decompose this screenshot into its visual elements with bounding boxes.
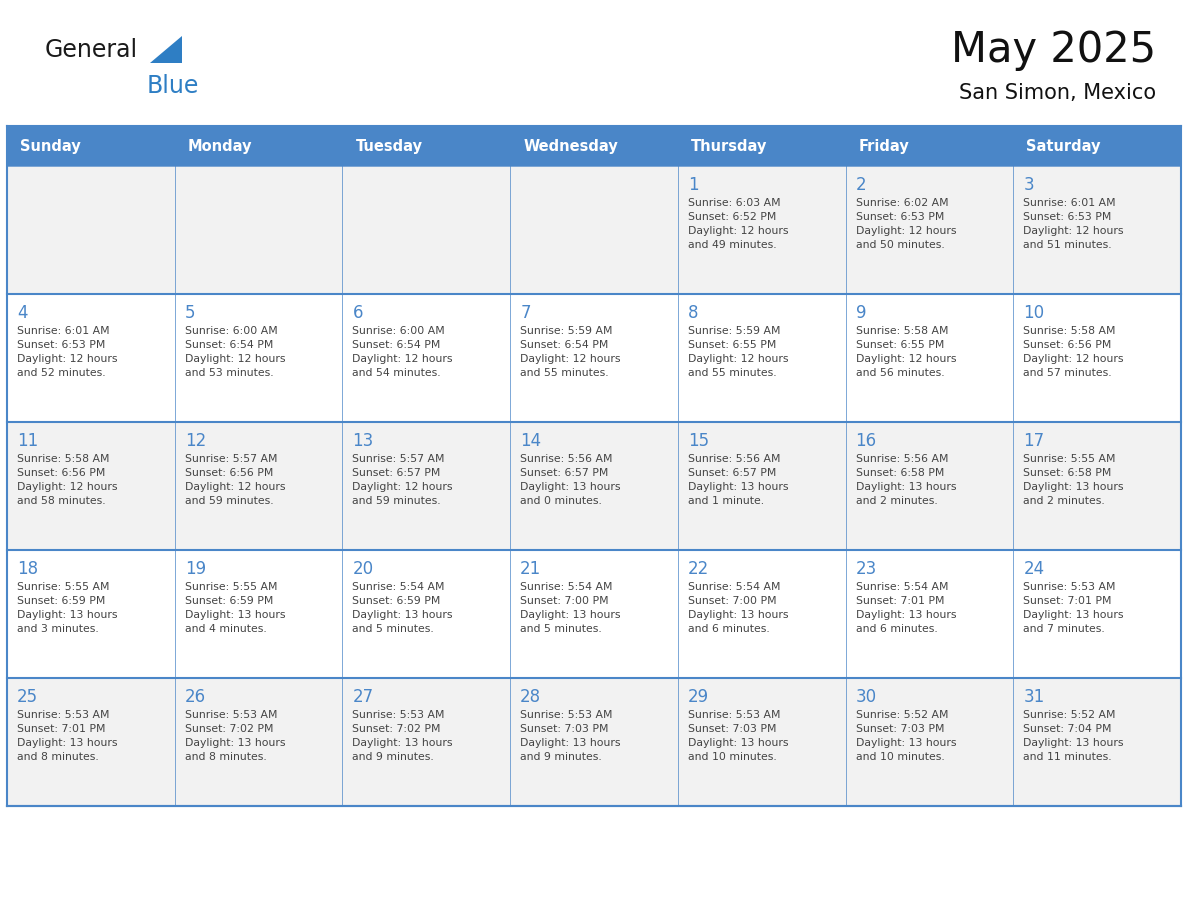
Text: Sunday: Sunday	[20, 139, 81, 153]
Text: 29: 29	[688, 688, 709, 706]
Text: 3: 3	[1023, 176, 1034, 194]
Text: 14: 14	[520, 432, 542, 450]
Text: Saturday: Saturday	[1026, 139, 1101, 153]
Text: 4: 4	[17, 304, 27, 322]
Text: Blue: Blue	[147, 74, 200, 98]
Bar	[7, 422, 1181, 550]
Text: Sunrise: 5:59 AM
Sunset: 6:54 PM
Daylight: 12 hours
and 55 minutes.: Sunrise: 5:59 AM Sunset: 6:54 PM Dayligh…	[520, 326, 620, 378]
Text: Sunrise: 5:53 AM
Sunset: 7:03 PM
Daylight: 13 hours
and 10 minutes.: Sunrise: 5:53 AM Sunset: 7:03 PM Dayligh…	[688, 710, 789, 762]
Text: Sunrise: 5:55 AM
Sunset: 6:59 PM
Daylight: 13 hours
and 4 minutes.: Sunrise: 5:55 AM Sunset: 6:59 PM Dayligh…	[184, 582, 285, 634]
Text: Sunrise: 5:53 AM
Sunset: 7:02 PM
Daylight: 13 hours
and 8 minutes.: Sunrise: 5:53 AM Sunset: 7:02 PM Dayligh…	[184, 710, 285, 762]
Text: 10: 10	[1023, 304, 1044, 322]
Text: Sunrise: 5:53 AM
Sunset: 7:01 PM
Daylight: 13 hours
and 7 minutes.: Sunrise: 5:53 AM Sunset: 7:01 PM Dayligh…	[1023, 582, 1124, 634]
Polygon shape	[150, 36, 182, 63]
Text: 8: 8	[688, 304, 699, 322]
Text: 26: 26	[184, 688, 206, 706]
Text: Sunrise: 5:54 AM
Sunset: 7:00 PM
Daylight: 13 hours
and 5 minutes.: Sunrise: 5:54 AM Sunset: 7:00 PM Dayligh…	[520, 582, 620, 634]
Text: 22: 22	[688, 560, 709, 578]
Text: 13: 13	[353, 432, 374, 450]
Text: San Simon, Mexico: San Simon, Mexico	[959, 83, 1156, 103]
Text: General: General	[45, 38, 138, 62]
Text: 15: 15	[688, 432, 709, 450]
Bar	[7, 294, 1181, 422]
Text: Tuesday: Tuesday	[355, 139, 423, 153]
Text: Sunrise: 5:55 AM
Sunset: 6:59 PM
Daylight: 13 hours
and 3 minutes.: Sunrise: 5:55 AM Sunset: 6:59 PM Dayligh…	[17, 582, 118, 634]
Text: Thursday: Thursday	[691, 139, 767, 153]
Text: Sunrise: 5:53 AM
Sunset: 7:02 PM
Daylight: 13 hours
and 9 minutes.: Sunrise: 5:53 AM Sunset: 7:02 PM Dayligh…	[353, 710, 453, 762]
Text: Wednesday: Wednesday	[523, 139, 618, 153]
Text: Sunrise: 5:58 AM
Sunset: 6:56 PM
Daylight: 12 hours
and 57 minutes.: Sunrise: 5:58 AM Sunset: 6:56 PM Dayligh…	[1023, 326, 1124, 378]
Text: 1: 1	[688, 176, 699, 194]
Text: 5: 5	[184, 304, 195, 322]
Text: Sunrise: 5:57 AM
Sunset: 6:57 PM
Daylight: 12 hours
and 59 minutes.: Sunrise: 5:57 AM Sunset: 6:57 PM Dayligh…	[353, 454, 453, 506]
Text: Sunrise: 5:56 AM
Sunset: 6:58 PM
Daylight: 13 hours
and 2 minutes.: Sunrise: 5:56 AM Sunset: 6:58 PM Dayligh…	[855, 454, 956, 506]
Text: 28: 28	[520, 688, 542, 706]
Text: 25: 25	[17, 688, 38, 706]
Text: Sunrise: 5:59 AM
Sunset: 6:55 PM
Daylight: 12 hours
and 55 minutes.: Sunrise: 5:59 AM Sunset: 6:55 PM Dayligh…	[688, 326, 789, 378]
Text: 16: 16	[855, 432, 877, 450]
Text: Sunrise: 5:57 AM
Sunset: 6:56 PM
Daylight: 12 hours
and 59 minutes.: Sunrise: 5:57 AM Sunset: 6:56 PM Dayligh…	[184, 454, 285, 506]
Text: Sunrise: 5:56 AM
Sunset: 6:57 PM
Daylight: 13 hours
and 1 minute.: Sunrise: 5:56 AM Sunset: 6:57 PM Dayligh…	[688, 454, 789, 506]
Text: 9: 9	[855, 304, 866, 322]
Text: Sunrise: 5:54 AM
Sunset: 6:59 PM
Daylight: 13 hours
and 5 minutes.: Sunrise: 5:54 AM Sunset: 6:59 PM Dayligh…	[353, 582, 453, 634]
Bar	[7, 678, 1181, 806]
Text: Sunrise: 6:01 AM
Sunset: 6:53 PM
Daylight: 12 hours
and 51 minutes.: Sunrise: 6:01 AM Sunset: 6:53 PM Dayligh…	[1023, 198, 1124, 250]
Bar	[7, 550, 1181, 678]
Text: Sunrise: 5:53 AM
Sunset: 7:03 PM
Daylight: 13 hours
and 9 minutes.: Sunrise: 5:53 AM Sunset: 7:03 PM Dayligh…	[520, 710, 620, 762]
Bar	[7, 126, 1181, 166]
Text: Sunrise: 5:52 AM
Sunset: 7:04 PM
Daylight: 13 hours
and 11 minutes.: Sunrise: 5:52 AM Sunset: 7:04 PM Dayligh…	[1023, 710, 1124, 762]
Text: 21: 21	[520, 560, 542, 578]
Text: Sunrise: 6:03 AM
Sunset: 6:52 PM
Daylight: 12 hours
and 49 minutes.: Sunrise: 6:03 AM Sunset: 6:52 PM Dayligh…	[688, 198, 789, 250]
Text: May 2025: May 2025	[950, 29, 1156, 71]
Text: Sunrise: 6:00 AM
Sunset: 6:54 PM
Daylight: 12 hours
and 54 minutes.: Sunrise: 6:00 AM Sunset: 6:54 PM Dayligh…	[353, 326, 453, 378]
Text: 17: 17	[1023, 432, 1044, 450]
Text: Sunrise: 5:55 AM
Sunset: 6:58 PM
Daylight: 13 hours
and 2 minutes.: Sunrise: 5:55 AM Sunset: 6:58 PM Dayligh…	[1023, 454, 1124, 506]
Text: Sunrise: 5:54 AM
Sunset: 7:00 PM
Daylight: 13 hours
and 6 minutes.: Sunrise: 5:54 AM Sunset: 7:00 PM Dayligh…	[688, 582, 789, 634]
Text: Sunrise: 6:02 AM
Sunset: 6:53 PM
Daylight: 12 hours
and 50 minutes.: Sunrise: 6:02 AM Sunset: 6:53 PM Dayligh…	[855, 198, 956, 250]
Text: 2: 2	[855, 176, 866, 194]
Text: 18: 18	[17, 560, 38, 578]
Text: Sunrise: 5:52 AM
Sunset: 7:03 PM
Daylight: 13 hours
and 10 minutes.: Sunrise: 5:52 AM Sunset: 7:03 PM Dayligh…	[855, 710, 956, 762]
Text: 6: 6	[353, 304, 362, 322]
Text: Sunrise: 6:01 AM
Sunset: 6:53 PM
Daylight: 12 hours
and 52 minutes.: Sunrise: 6:01 AM Sunset: 6:53 PM Dayligh…	[17, 326, 118, 378]
Text: 27: 27	[353, 688, 373, 706]
Text: Friday: Friday	[859, 139, 909, 153]
Text: 30: 30	[855, 688, 877, 706]
Text: Monday: Monday	[188, 139, 252, 153]
Text: 7: 7	[520, 304, 531, 322]
Text: 19: 19	[184, 560, 206, 578]
Text: Sunrise: 5:58 AM
Sunset: 6:55 PM
Daylight: 12 hours
and 56 minutes.: Sunrise: 5:58 AM Sunset: 6:55 PM Dayligh…	[855, 326, 956, 378]
Text: Sunrise: 6:00 AM
Sunset: 6:54 PM
Daylight: 12 hours
and 53 minutes.: Sunrise: 6:00 AM Sunset: 6:54 PM Dayligh…	[184, 326, 285, 378]
Text: 31: 31	[1023, 688, 1044, 706]
Text: 24: 24	[1023, 560, 1044, 578]
Text: 12: 12	[184, 432, 206, 450]
Text: Sunrise: 5:58 AM
Sunset: 6:56 PM
Daylight: 12 hours
and 58 minutes.: Sunrise: 5:58 AM Sunset: 6:56 PM Dayligh…	[17, 454, 118, 506]
Bar	[7, 166, 1181, 294]
Text: 11: 11	[17, 432, 38, 450]
Text: Sunrise: 5:54 AM
Sunset: 7:01 PM
Daylight: 13 hours
and 6 minutes.: Sunrise: 5:54 AM Sunset: 7:01 PM Dayligh…	[855, 582, 956, 634]
Text: Sunrise: 5:56 AM
Sunset: 6:57 PM
Daylight: 13 hours
and 0 minutes.: Sunrise: 5:56 AM Sunset: 6:57 PM Dayligh…	[520, 454, 620, 506]
Text: Sunrise: 5:53 AM
Sunset: 7:01 PM
Daylight: 13 hours
and 8 minutes.: Sunrise: 5:53 AM Sunset: 7:01 PM Dayligh…	[17, 710, 118, 762]
Text: 23: 23	[855, 560, 877, 578]
Text: 20: 20	[353, 560, 373, 578]
